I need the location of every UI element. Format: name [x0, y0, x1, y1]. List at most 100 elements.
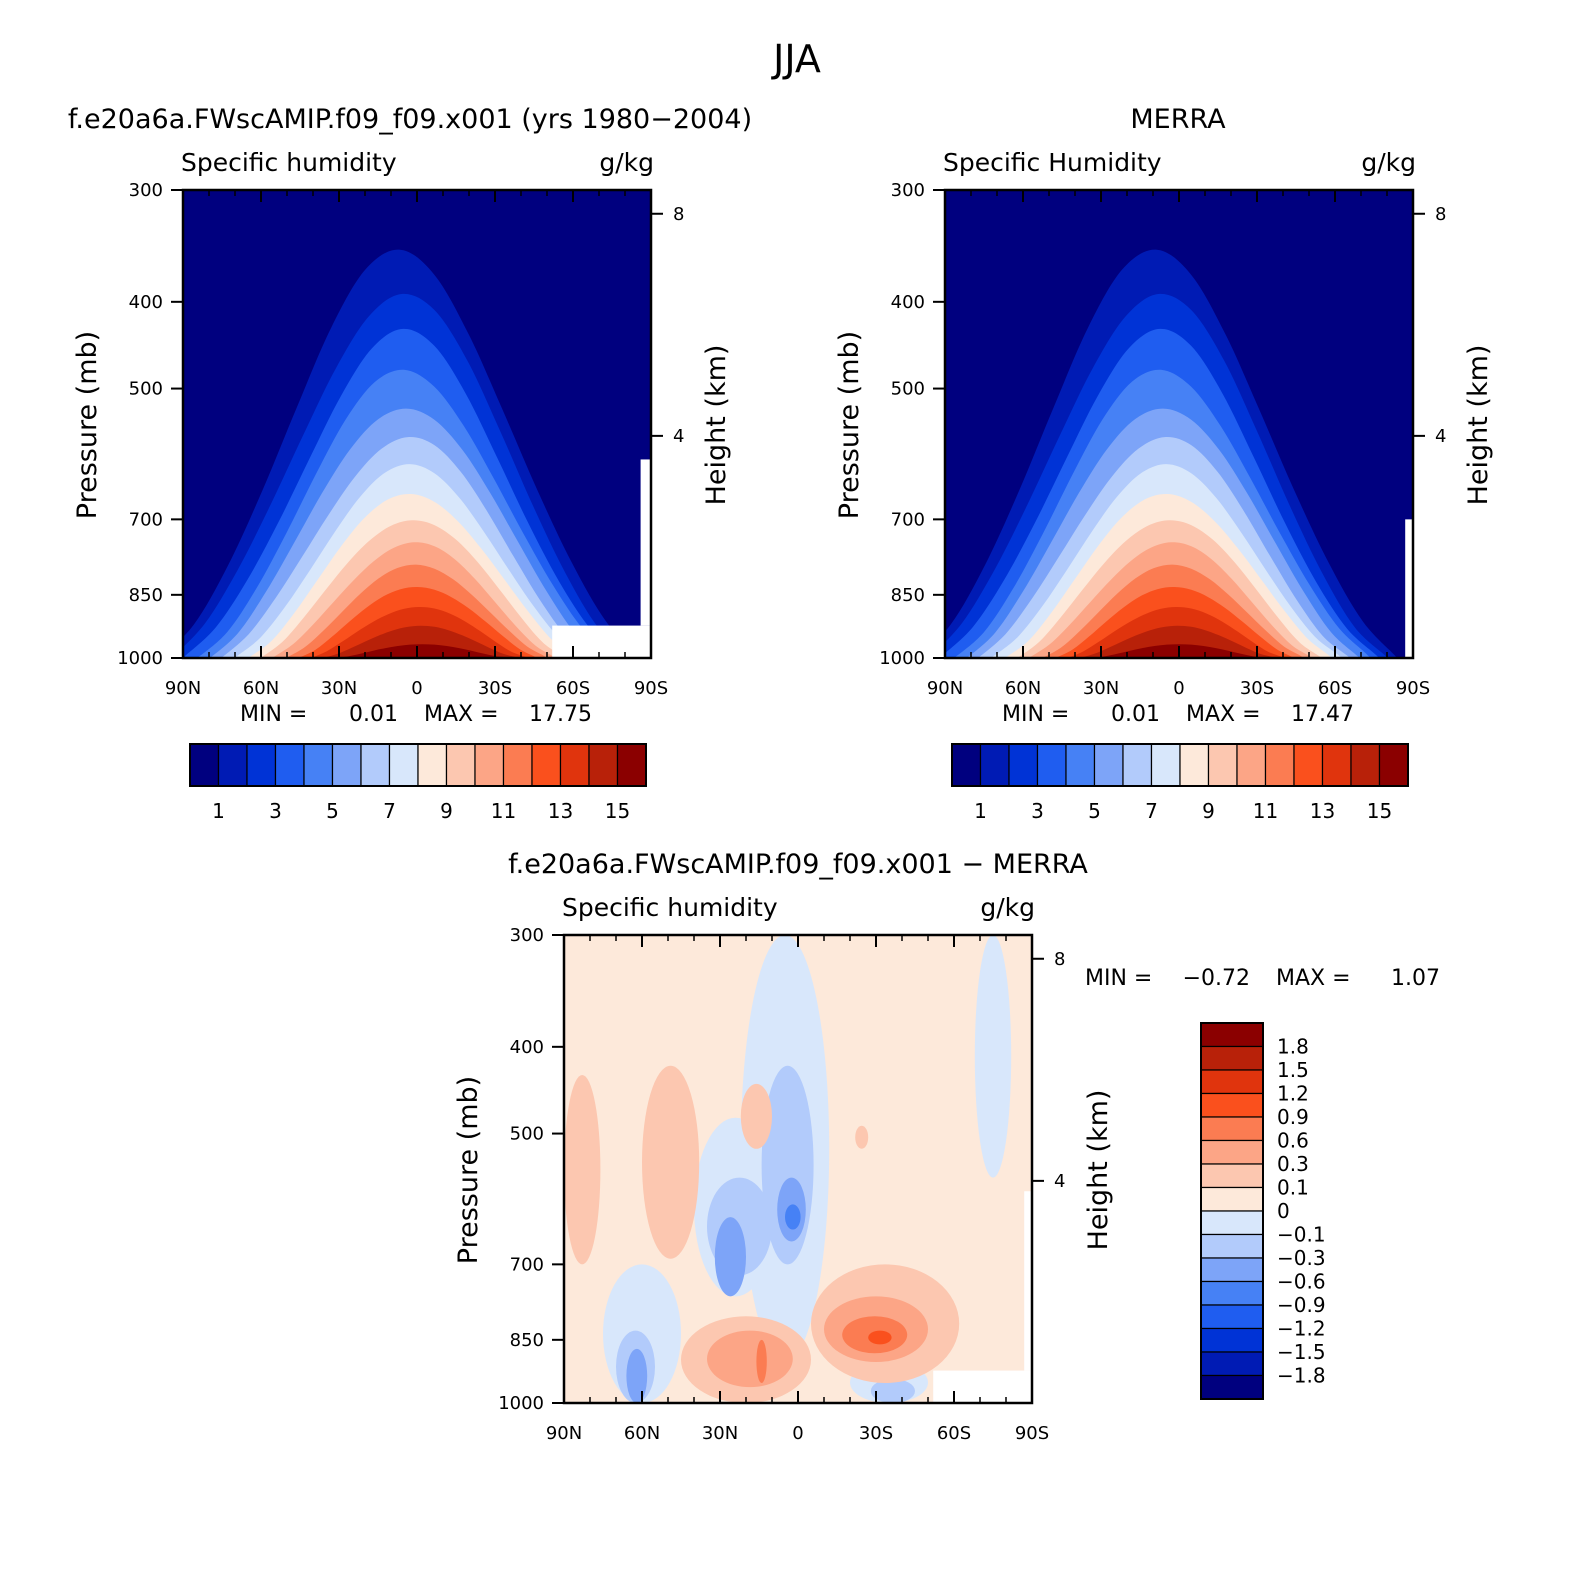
y-tick-label: 850 [510, 1330, 544, 1351]
panel-difference-title: f.e20a6a.FWscAMIP.f09_f09.x001 − MERRA [508, 849, 1088, 880]
y-tick-label: 1000 [498, 1393, 544, 1414]
contour-fill-level-14 [323, 625, 518, 658]
colorbar-tick-label: 1.2 [1277, 1082, 1309, 1106]
colorbar-box [979, 743, 1010, 787]
colorbar-tick-label: −0.1 [1277, 1223, 1326, 1247]
x-tick-label: 30N [702, 1423, 738, 1444]
diff-negative-south-upper [974, 935, 1012, 1178]
colorbar-box [1264, 743, 1295, 787]
colorbar-tick-label: 5 [326, 799, 339, 823]
x-tick-label: 30S [1240, 678, 1274, 699]
panel-merra-max-value: 17.47 [1291, 702, 1354, 727]
colorbar-box [1200, 1092, 1264, 1118]
colorbar-box [303, 743, 334, 787]
y-tick-label: 700 [129, 509, 163, 530]
panel-model-min-value: 0.01 [349, 702, 398, 727]
diff-positive-lower-core [707, 1330, 793, 1388]
x-tick-label: 90S [1015, 1423, 1049, 1444]
colorbar-tick-label: −0.3 [1277, 1246, 1326, 1270]
colorbar-box [1200, 1327, 1264, 1353]
colorbar-box [1200, 1304, 1264, 1330]
colorbar-box [616, 743, 647, 787]
panel-merra-min-label: MIN = [1002, 702, 1069, 727]
colorbar-box [417, 743, 448, 787]
colorbar-box [1200, 1022, 1264, 1048]
colorbar-box [1200, 1233, 1264, 1259]
missing-data-antarctica [552, 625, 651, 658]
height-tick-label: 4 [1054, 1171, 1065, 1192]
colorbar-tick-label: −0.9 [1277, 1293, 1326, 1317]
colorbar-box [1093, 743, 1124, 787]
diff-positive-upper-60n [642, 1065, 700, 1259]
colorbar-frame [1200, 1022, 1264, 1400]
colorbar-box [1200, 1374, 1264, 1400]
colorbar-box [1321, 743, 1352, 787]
panel-merra-max-label: MAX = [1186, 702, 1261, 727]
panel-merra-y-axis-label: Pressure (mb) [834, 331, 865, 519]
contour-fill-level-14 [1080, 625, 1275, 658]
x-tick-label: 0 [411, 678, 422, 699]
x-tick-label: 60S [556, 678, 590, 699]
colorbar-tick-label: 11 [1253, 799, 1278, 823]
colorbar-box [1200, 1069, 1264, 1095]
panel-model-contour-field [183, 190, 651, 658]
colorbar-tick-label: −0.6 [1277, 1270, 1326, 1294]
y-tick-label: 500 [891, 379, 925, 400]
diff-negative-max [785, 1204, 801, 1230]
y-tick-label: 1000 [879, 648, 925, 669]
colorbar-tick-label: 0.6 [1277, 1129, 1309, 1153]
x-tick-label: 30S [859, 1423, 893, 1444]
colorbar-box [531, 743, 562, 787]
x-tick-label: 30N [1083, 678, 1119, 699]
y-tick-label: 300 [891, 180, 925, 201]
colorbar-box [951, 743, 982, 787]
colorbar-box [1236, 743, 1267, 787]
colorbar-box [588, 743, 619, 787]
y-tick-label: 700 [510, 1254, 544, 1275]
colorbar-box [1200, 1186, 1264, 1212]
colorbar-box [388, 743, 419, 787]
colorbar-box [1150, 743, 1181, 787]
colorbar-box [1036, 743, 1067, 787]
colorbar-box [189, 743, 220, 787]
colorbar-tick-label: 13 [1310, 799, 1335, 823]
colorbar-tick-label: 15 [605, 799, 630, 823]
x-tick-label: 90N [927, 678, 963, 699]
height-tick-label: 4 [673, 426, 684, 447]
height-tick-label: 8 [1054, 949, 1065, 970]
panel-difference: f.e20a6a.FWscAMIP.f09_f09.x001 − MERRA S… [453, 849, 1440, 1444]
panel-difference-left-label: Specific humidity [562, 893, 778, 922]
x-tick-label: 60N [1005, 678, 1041, 699]
panel-difference-min-label: MIN = [1085, 966, 1152, 991]
colorbar-tick-label: 11 [491, 799, 516, 823]
y-tick-label: 300 [129, 180, 163, 201]
colorbar-frame [189, 743, 647, 787]
panel-merra-title: MERRA [1130, 104, 1226, 135]
panel-difference-y-axis-label: Pressure (mb) [453, 1076, 484, 1264]
height-tick-label: 8 [1435, 204, 1446, 225]
panel-merra-y2-axis-label: Height (km) [1463, 345, 1494, 506]
colorbar-tick-label: 1.5 [1277, 1058, 1309, 1082]
colorbar-tick-label: 7 [383, 799, 396, 823]
x-tick-label: 90S [634, 678, 668, 699]
panel-difference-contour-field [564, 935, 1032, 1403]
diff-positive-pole [564, 1074, 601, 1265]
panel-merra-axes: 90N 60N 30N 0 30S 60S 90S 300 400 500 700 850 1000 8 4 [879, 180, 1446, 699]
colorbar-box [445, 743, 476, 787]
missing-data-antarctica [933, 1370, 1032, 1403]
panel-model-title: f.e20a6a.FWscAMIP.f09_f09.x001 (yrs 1980… [68, 104, 752, 135]
colorbar-box [246, 743, 277, 787]
colorbar-box [1378, 743, 1409, 787]
panel-difference-min-value: −0.72 [1183, 966, 1250, 991]
panel-merra: MERRA Specific Humidity g/kg 90N 60N 30N 0 3… [834, 104, 1494, 823]
x-tick-label: 60S [1318, 678, 1352, 699]
colorbar-box [274, 743, 305, 787]
diff-negative-south-core [870, 1378, 916, 1403]
x-tick-label: 0 [792, 1423, 803, 1444]
colorbar-tick-label: 13 [548, 799, 573, 823]
colorbar-box [1008, 743, 1039, 787]
y-tick-label: 400 [891, 292, 925, 313]
panel-model-colorbar: 1 3 5 7 9 11 13 15 [189, 743, 647, 823]
x-tick-label: 30N [321, 678, 357, 699]
colorbar-tick-label: 0 [1277, 1199, 1290, 1223]
